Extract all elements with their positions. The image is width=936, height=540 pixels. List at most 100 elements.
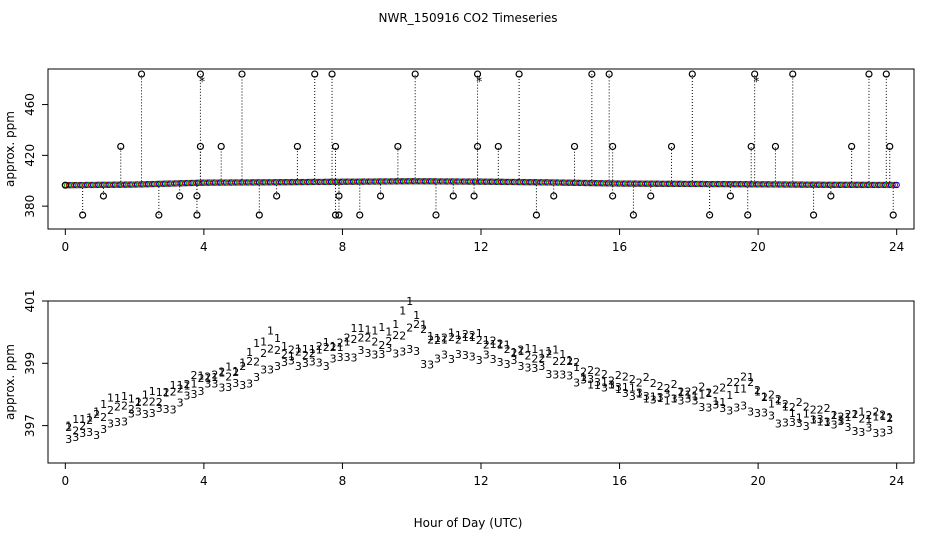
series-2-point: 2 xyxy=(469,329,476,342)
series-1-point: 1 xyxy=(782,400,789,413)
series-3-point: 3 xyxy=(580,374,587,387)
top-y-tick-label: 420 xyxy=(23,144,37,167)
series-3-point: 3 xyxy=(441,348,448,361)
series-1-point: 1 xyxy=(267,325,274,338)
series-1-point: 1 xyxy=(232,365,239,378)
series-2-point: 2 xyxy=(239,360,246,373)
series-3-point: 3 xyxy=(448,353,455,366)
series-3-point: 3 xyxy=(392,348,399,361)
series-1-point: 1 xyxy=(100,398,107,411)
series-3-point: 3 xyxy=(309,355,316,368)
series-3-point: 3 xyxy=(420,358,427,371)
series-1-point: 1 xyxy=(810,413,817,426)
top-x-tick-label: 20 xyxy=(750,240,765,254)
series-3-point: 3 xyxy=(524,362,531,375)
series-2-point: 2 xyxy=(351,333,358,346)
series-2-point: 2 xyxy=(664,382,671,395)
series-2-point: 2 xyxy=(545,348,552,361)
bottom-y-tick-label: 399 xyxy=(23,352,37,375)
bottom-x-tick-label: 24 xyxy=(889,474,904,488)
top-x-tick-label: 8 xyxy=(339,240,347,254)
series-1-point: 1 xyxy=(476,327,483,340)
spike-point xyxy=(771,142,780,151)
series-2-point: 2 xyxy=(552,355,559,368)
series-1-point: 1 xyxy=(865,413,872,426)
series-1-point: 1 xyxy=(691,390,698,403)
series-3-point: 3 xyxy=(86,426,93,439)
series-1-point: 1 xyxy=(399,305,406,318)
series-2-point: 2 xyxy=(845,408,852,421)
series-2-point: 2 xyxy=(302,349,309,362)
spike-point xyxy=(217,142,225,151)
series-2-point: 2 xyxy=(796,396,803,409)
series-1-point: 1 xyxy=(462,331,469,344)
spike-point xyxy=(848,142,856,151)
series-2-point: 2 xyxy=(636,377,643,390)
cyan-star-point: * xyxy=(753,75,759,89)
series-1-point: 1 xyxy=(719,396,726,409)
series-3-point: 3 xyxy=(253,371,260,384)
spike-point xyxy=(394,142,402,151)
series-1-point: 1 xyxy=(288,350,295,363)
series-2-point: 2 xyxy=(93,408,100,421)
series-2-point: 2 xyxy=(156,396,163,409)
series-2-point: 2 xyxy=(225,371,232,384)
series-2-point: 2 xyxy=(274,344,281,357)
series-3-point: 3 xyxy=(79,427,86,440)
series-3-point: 3 xyxy=(135,405,142,418)
spike-point xyxy=(744,211,752,219)
series-3-point: 3 xyxy=(462,349,469,362)
series-2-point: 2 xyxy=(872,406,879,419)
top-x-tick-label: 0 xyxy=(61,240,69,254)
spike-point xyxy=(356,211,364,219)
series-1-point: 1 xyxy=(357,322,364,335)
series-2-point: 2 xyxy=(218,365,225,378)
series-3-point: 3 xyxy=(726,405,733,418)
series-1-point: 1 xyxy=(678,386,685,399)
series-3-point: 3 xyxy=(239,379,246,392)
series-1-point: 1 xyxy=(726,389,733,402)
series-2-point: 2 xyxy=(719,382,726,395)
series-2-point: 2 xyxy=(831,409,838,422)
series-2-point: 2 xyxy=(754,384,761,397)
series-2-point: 2 xyxy=(629,373,636,386)
series-3-point: 3 xyxy=(817,413,824,426)
series-1-point: 1 xyxy=(657,392,664,405)
series-1-point: 1 xyxy=(754,385,761,398)
series-1-point: 1 xyxy=(260,335,267,348)
series-2-point: 2 xyxy=(246,355,253,368)
spike-point xyxy=(609,192,617,200)
series-1-point: 1 xyxy=(65,420,72,433)
series-1-point: 1 xyxy=(211,371,218,384)
series-2-point: 2 xyxy=(838,410,845,423)
series-1-point: 1 xyxy=(135,395,142,408)
spike-point xyxy=(79,211,87,219)
series-3-point: 3 xyxy=(121,415,128,428)
series-1-point: 1 xyxy=(385,326,392,339)
series-3-point: 3 xyxy=(629,390,636,403)
series-3-point: 3 xyxy=(100,423,107,436)
series-1-point: 1 xyxy=(643,392,650,405)
series-1-point: 1 xyxy=(740,382,747,395)
series-3-point: 3 xyxy=(573,376,580,389)
series-3-point: 3 xyxy=(197,385,204,398)
spike-point xyxy=(196,142,205,151)
series-2-point: 2 xyxy=(462,328,469,341)
top-y-tick-label: 460 xyxy=(23,93,37,116)
series-2-point: 2 xyxy=(163,386,170,399)
series-3-point: 3 xyxy=(93,429,100,442)
series-1-point: 1 xyxy=(364,324,371,337)
baseline-point xyxy=(891,181,899,189)
series-2-point: 2 xyxy=(775,393,782,406)
series-1-point: 1 xyxy=(698,388,705,401)
series-1-point: 1 xyxy=(636,388,643,401)
spike-point xyxy=(432,211,440,219)
series-1-point: 1 xyxy=(789,407,796,420)
series-2-point: 2 xyxy=(601,368,608,381)
series-1-point: 1 xyxy=(323,336,330,349)
series-1-point: 1 xyxy=(406,295,413,308)
series-2-point: 2 xyxy=(114,401,121,414)
series-3-point: 3 xyxy=(858,426,865,439)
series-1-point: 1 xyxy=(622,381,629,394)
